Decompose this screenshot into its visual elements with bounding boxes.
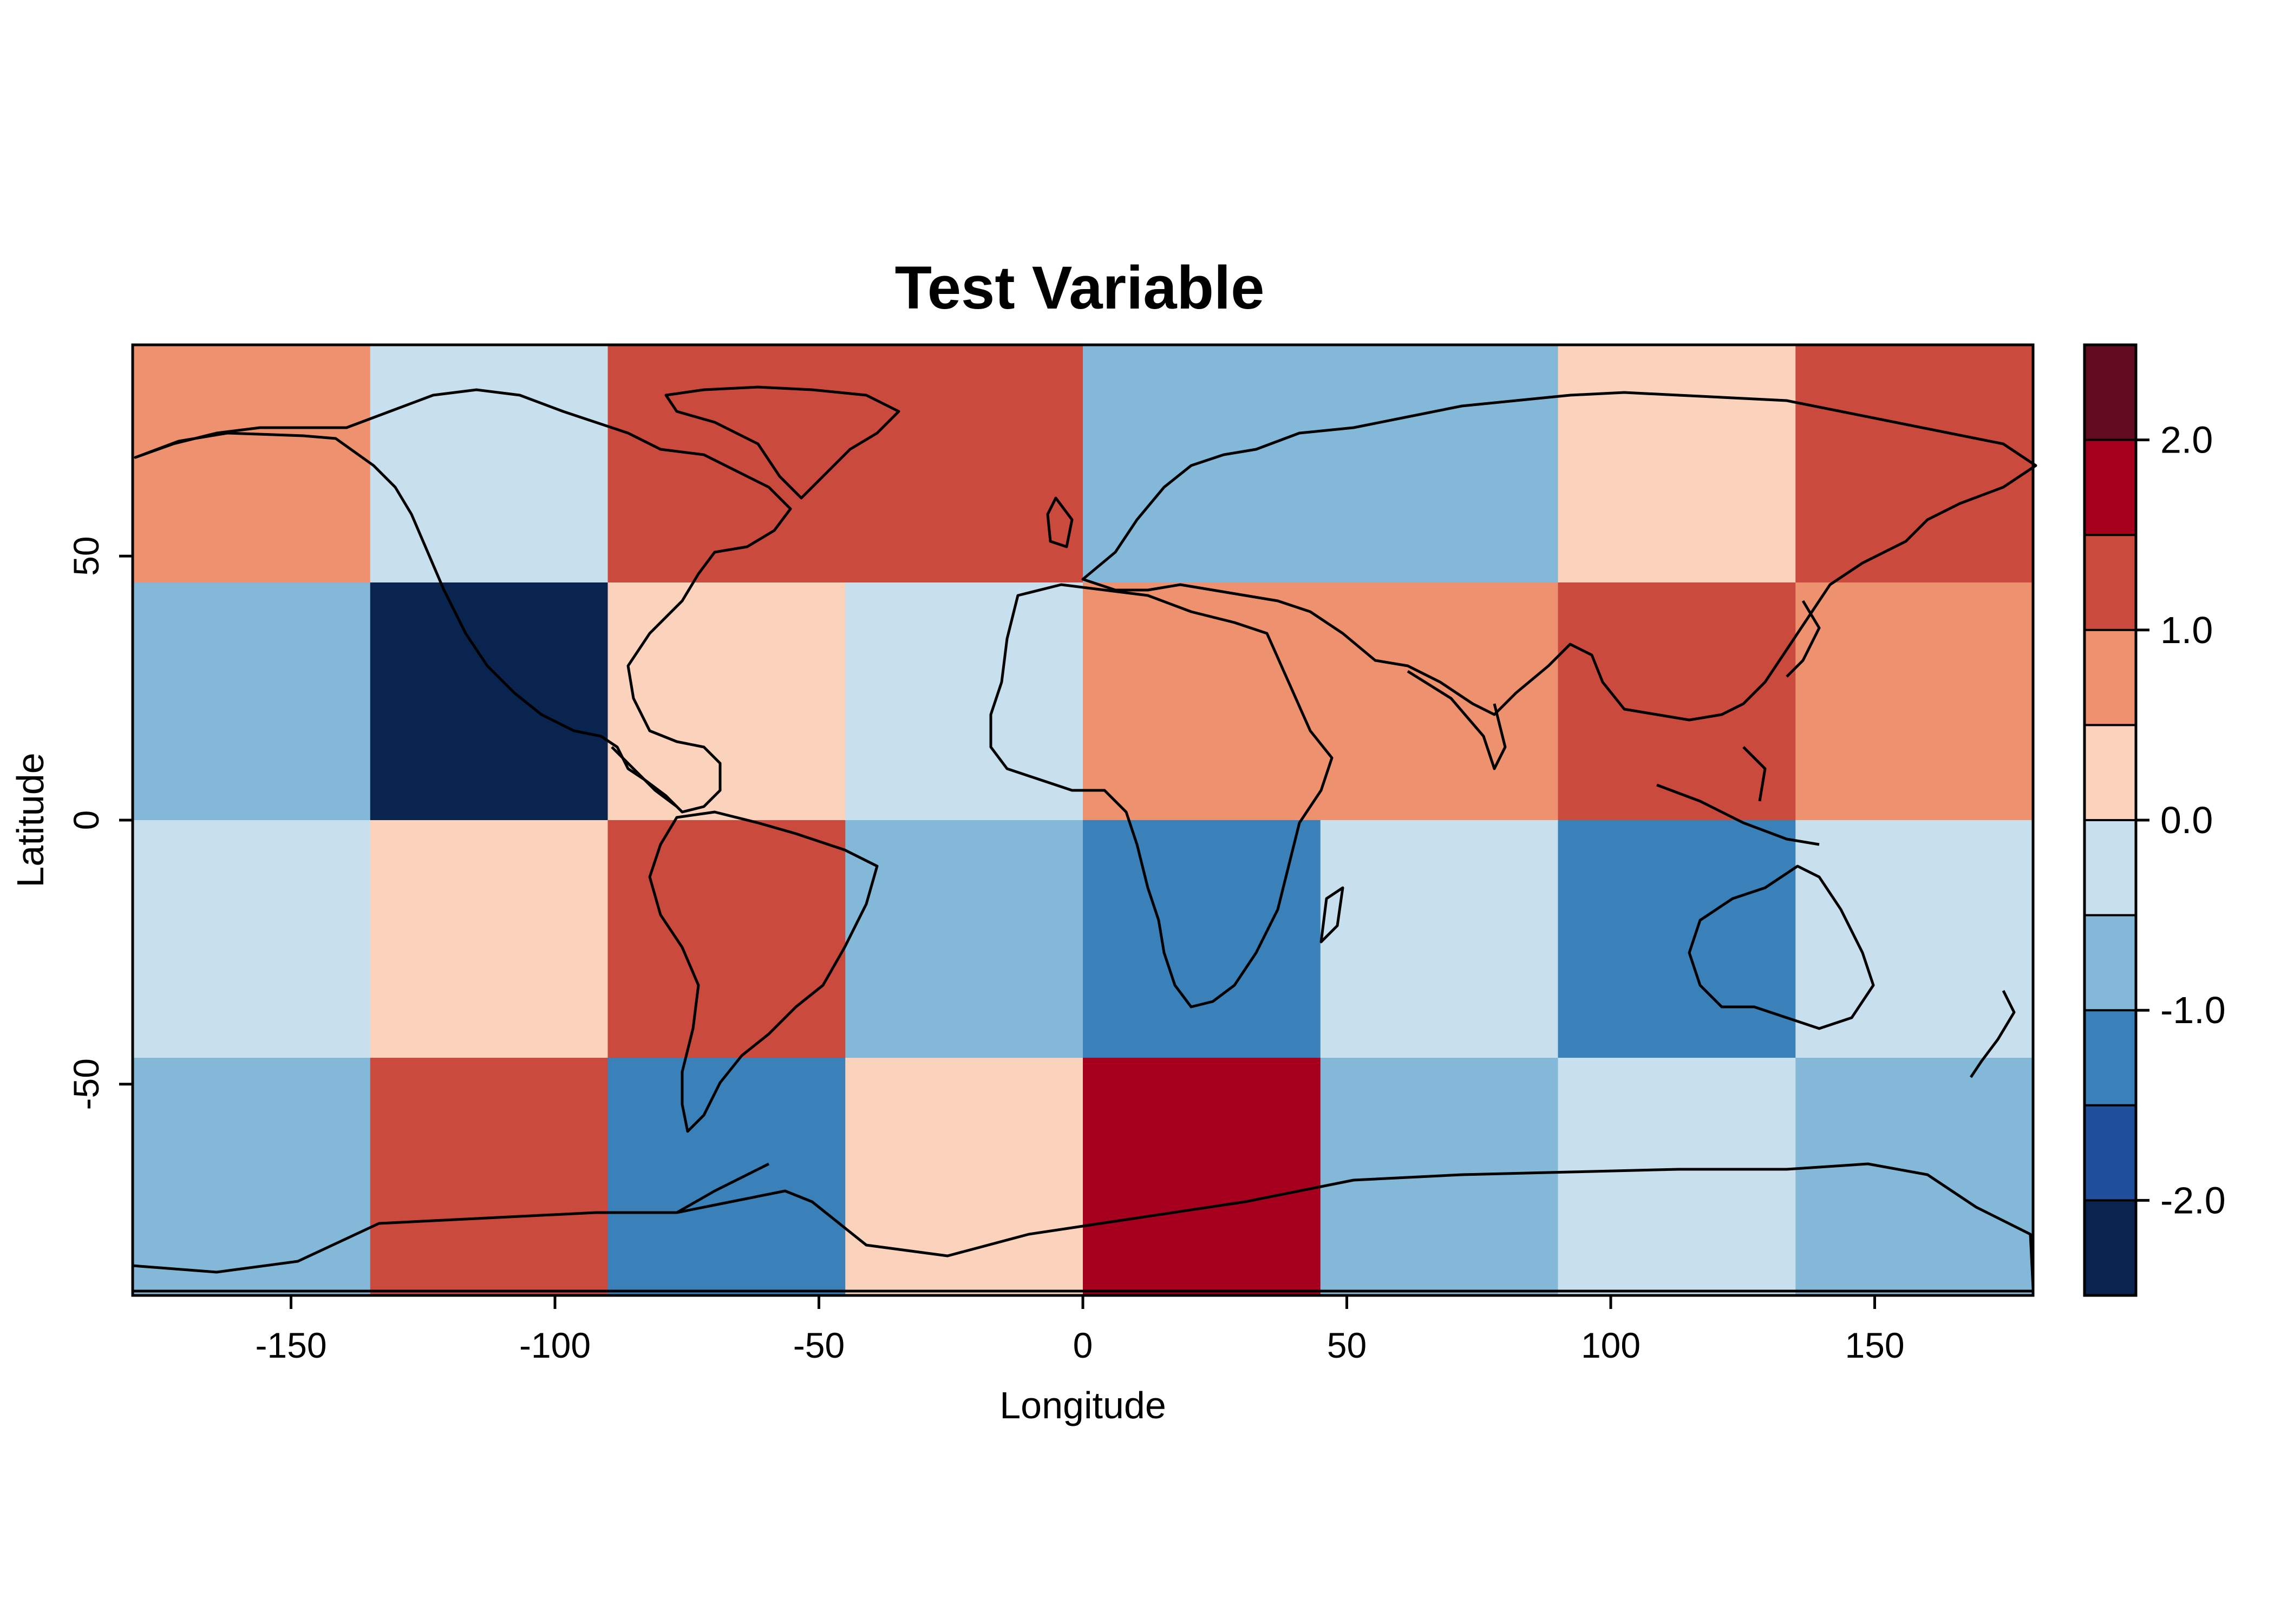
- heatmap-cell: [1558, 1058, 1796, 1296]
- heatmap-cell: [1795, 820, 2034, 1058]
- heatmap-cell: [1320, 345, 1558, 583]
- heatmap-cell: [370, 582, 608, 821]
- x-tick-label: 0: [1073, 1325, 1093, 1365]
- chart-title: Test Variable: [895, 254, 1265, 322]
- heatmap-cell: [1795, 582, 2034, 821]
- heatmap-cell: [1558, 345, 1796, 583]
- y-axis-label: Latitude: [9, 752, 51, 887]
- colorbar-tick-label: 1.0: [2160, 609, 2213, 651]
- world-map-outline: [132, 385, 2037, 1293]
- heatmap-cell: [845, 345, 1083, 583]
- colorbar-swatch: [2084, 915, 2136, 1011]
- colorbar-swatch: [2084, 345, 2136, 441]
- heatmap-cell: [607, 582, 846, 821]
- y-axis-ticks: 50 0 -50: [66, 536, 133, 1110]
- heatmap-cell: [1320, 582, 1558, 821]
- colorbar-tick-label: 0.0: [2160, 799, 2213, 841]
- heatmap-cell: [1795, 1058, 2034, 1296]
- heatmap-cells: [133, 345, 2034, 1296]
- colorbar-swatch: [2084, 725, 2136, 821]
- heatmap-cell: [1558, 582, 1796, 821]
- x-axis-ticks: -150 -100 -50 0 50 100 150: [255, 1295, 1905, 1365]
- x-axis-label: Longitude: [999, 1384, 1166, 1426]
- heatmap-cell: [370, 1058, 608, 1296]
- heatmap-cell: [370, 820, 608, 1058]
- heatmap-cell: [1083, 820, 1321, 1058]
- heatmap-cell: [845, 1058, 1083, 1296]
- heatmap-cell: [607, 1058, 846, 1296]
- heatmap-cell: [1320, 820, 1558, 1058]
- x-tick-label: -50: [793, 1325, 845, 1365]
- heatmap-cell: [133, 345, 371, 583]
- colorbar-tick-label: 2.0: [2160, 419, 2213, 461]
- heatmap-cell: [845, 582, 1083, 821]
- y-tick-label: 50: [66, 536, 106, 576]
- heatmap-cell: [133, 1058, 371, 1296]
- colorbar-swatch: [2084, 630, 2136, 725]
- x-tick-label: 50: [1327, 1325, 1367, 1365]
- colorbar-swatch: [2084, 440, 2136, 535]
- heatmap-cell: [1558, 820, 1796, 1058]
- colorbar-swatch: [2084, 1105, 2136, 1201]
- x-tick-label: 150: [1845, 1325, 1904, 1365]
- heatmap-cell: [607, 345, 846, 583]
- y-tick-label: 0: [66, 810, 106, 830]
- x-tick-label: 100: [1581, 1325, 1641, 1365]
- heatmap-cell: [845, 820, 1083, 1058]
- colorbar-swatch: [2084, 820, 2136, 916]
- colorbar-tick-label: -1.0: [2160, 989, 2226, 1031]
- y-tick-label: -50: [66, 1058, 106, 1110]
- heatmap-cell: [1083, 1058, 1321, 1296]
- colorbar-swatch: [2084, 535, 2136, 631]
- colorbar-swatch: [2084, 1010, 2136, 1106]
- heatmap-cell: [133, 820, 371, 1058]
- x-tick-label: -150: [255, 1325, 326, 1365]
- heatmap-cell: [1083, 582, 1321, 821]
- colorbar-tick-label: -2.0: [2160, 1179, 2226, 1221]
- colorbar-swatch: [2084, 1200, 2136, 1296]
- heatmap-cell: [1795, 345, 2034, 583]
- heatmap-cell: [133, 582, 371, 821]
- x-tick-label: -100: [519, 1325, 591, 1365]
- colorbar: 2.0 1.0 0.0 -1.0 -2.0: [2083, 343, 2226, 1297]
- heatmap-cell: [607, 820, 846, 1058]
- heatmap-cell: [370, 345, 608, 583]
